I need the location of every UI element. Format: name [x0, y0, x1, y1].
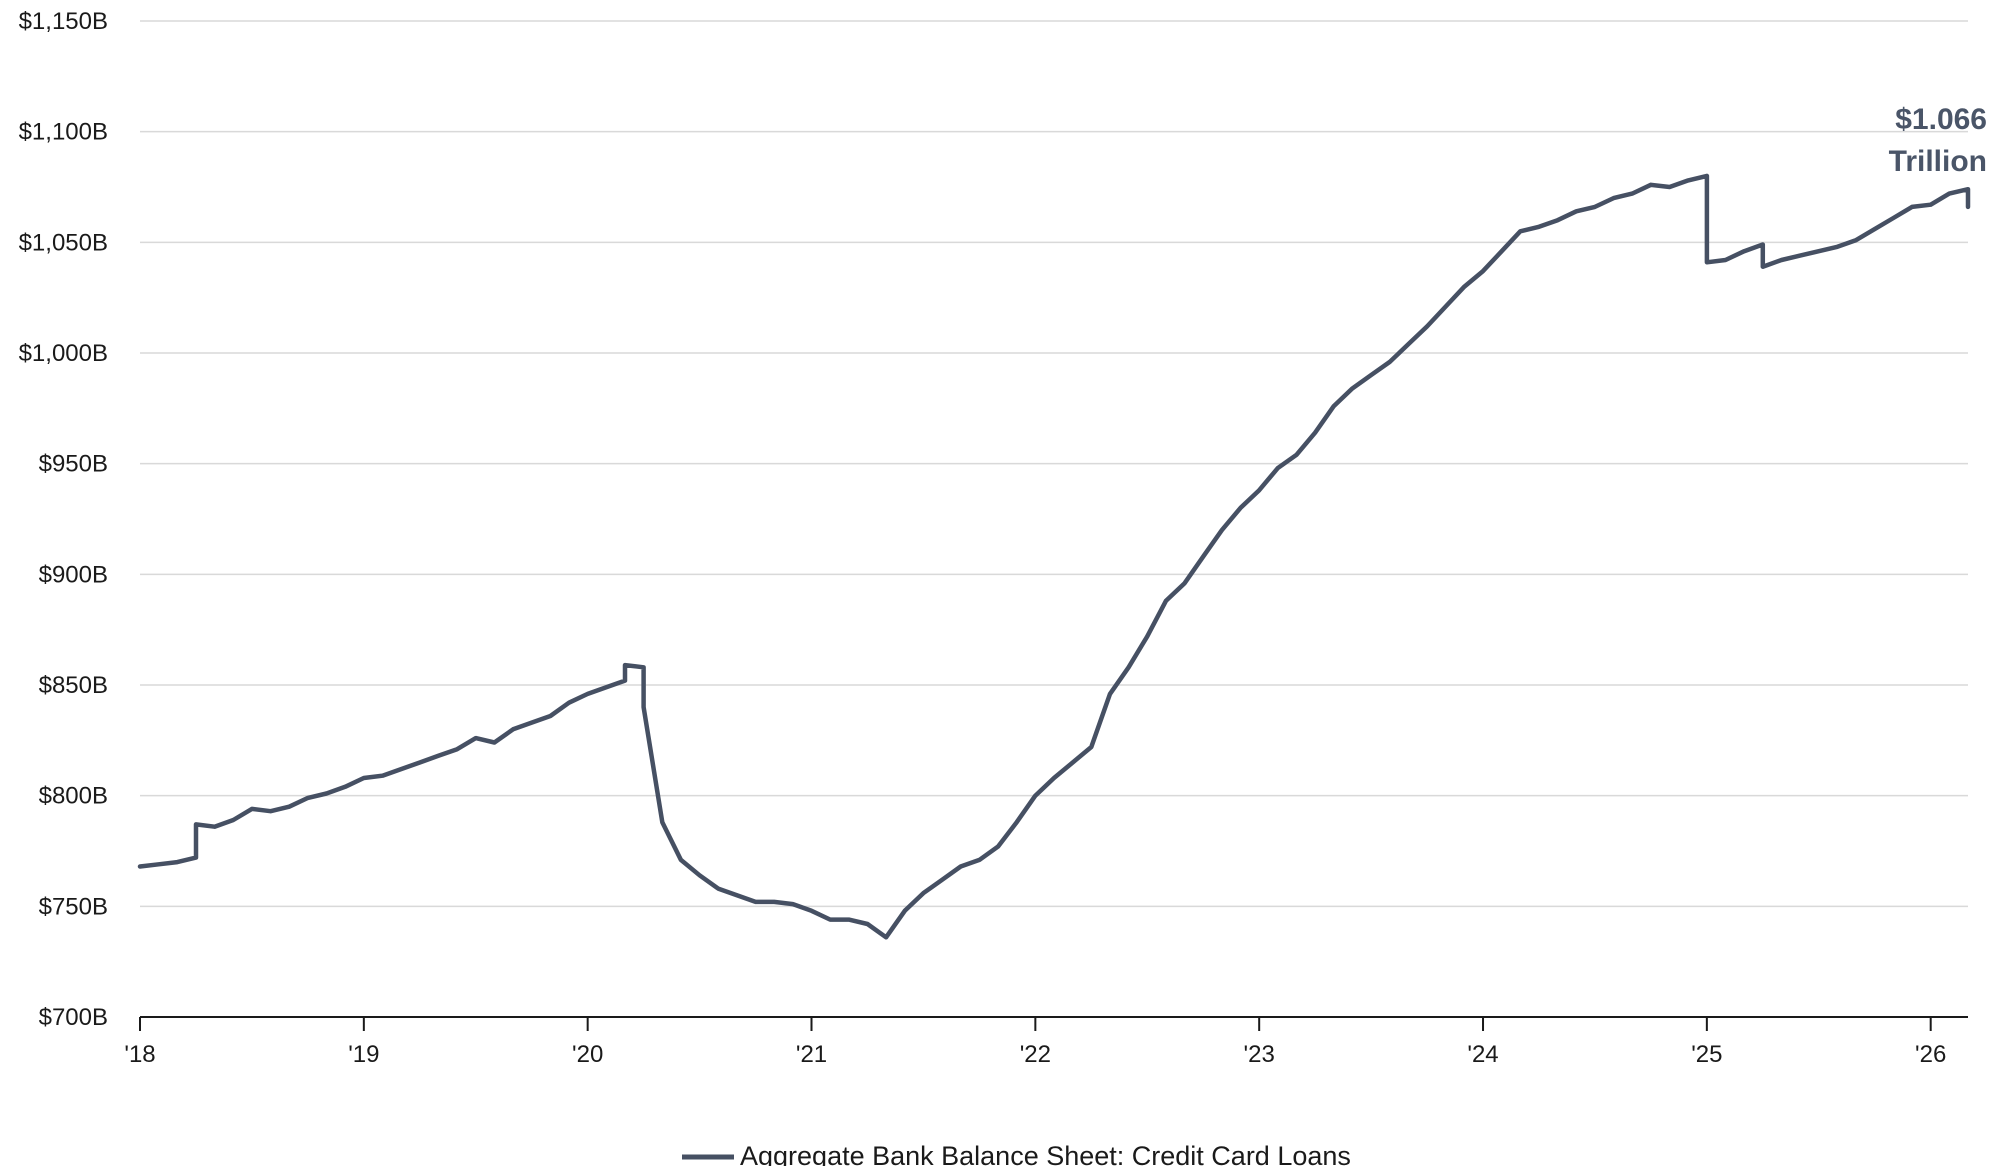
x-tick-label: '18: [124, 1041, 155, 1068]
series-layer: [137, 173, 1971, 940]
x-tick-label: '25: [1691, 1041, 1722, 1068]
legend: Aggregate Bank Balance Sheet: Credit Car…: [682, 1141, 1351, 1166]
y-tick-label: $1,000B: [19, 340, 108, 367]
x-axis: '18 '19 '20 '21 '22 '23 '24 '25 '26: [124, 1016, 1968, 1068]
y-tick-label: $1,100B: [19, 119, 108, 146]
gridlines: [140, 20, 1968, 908]
y-tick-label: $1,050B: [19, 229, 108, 256]
x-tick-label: '22: [1020, 1041, 1051, 1068]
y-tick-label: $750B: [39, 893, 108, 920]
annotation-unit: Trillion: [1889, 145, 1987, 178]
x-tick-label: '23: [1244, 1041, 1275, 1068]
legend-label: Aggregate Bank Balance Sheet: Credit Car…: [740, 1141, 1351, 1166]
y-tick-label: $800B: [39, 783, 108, 810]
x-tick-label: '20: [572, 1041, 603, 1068]
y-tick-label: $1,150B: [19, 8, 108, 35]
y-tick-label: $700B: [39, 1004, 108, 1031]
series-line-credit-card-loans: [137, 173, 1971, 940]
x-tick-label: '24: [1467, 1041, 1498, 1068]
x-tick-label: '19: [348, 1041, 379, 1068]
y-tick-label: $850B: [39, 672, 108, 699]
last-value-annotation: $1.066 Trillion: [1889, 103, 1987, 178]
y-tick-label: $950B: [39, 451, 108, 478]
x-tick-label: '21: [796, 1041, 827, 1068]
y-axis-tick-labels: $700B $750B $800B $850B $900B $950B $1,000B $1,…: [19, 8, 108, 1031]
x-tick-label: '26: [1915, 1041, 1946, 1068]
y-tick-label: $900B: [39, 561, 108, 588]
annotation-value: $1.066: [1895, 103, 1987, 136]
